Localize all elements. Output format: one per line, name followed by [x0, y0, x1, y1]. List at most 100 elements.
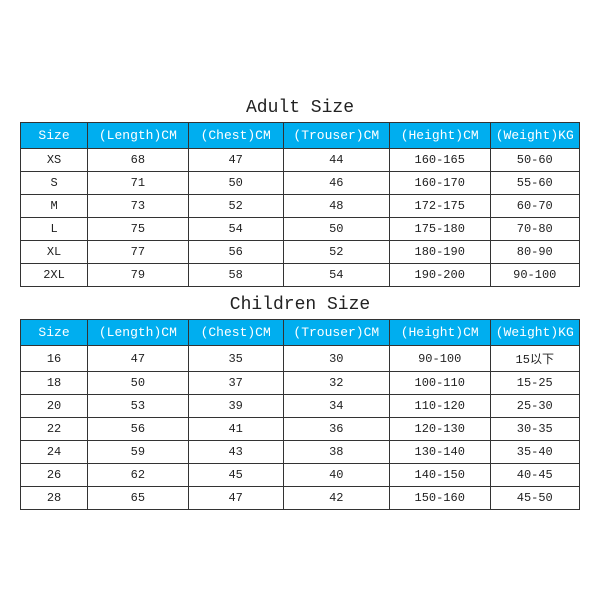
table-cell: 54: [188, 218, 283, 241]
table-cell: 60-70: [490, 195, 579, 218]
table-row: 20533934110-12025-30: [21, 395, 580, 418]
table-cell: 30-35: [490, 418, 579, 441]
table-cell: 22: [21, 418, 88, 441]
col-header-chest: (Chest)CM: [188, 123, 283, 149]
table-cell: 47: [188, 149, 283, 172]
table-cell: 73: [88, 195, 189, 218]
table-cell: 190-200: [389, 264, 490, 287]
children-size-table: Size (Length)CM (Chest)CM (Trouser)CM (H…: [20, 319, 580, 510]
table-cell: 160-165: [389, 149, 490, 172]
table-cell: 41: [188, 418, 283, 441]
table-cell: 45: [188, 464, 283, 487]
table-row: S715046160-17055-60: [21, 172, 580, 195]
table-cell: 38: [283, 441, 389, 464]
table-cell: 47: [88, 346, 189, 372]
col-header-size: Size: [21, 123, 88, 149]
table-row: 26624540140-15040-45: [21, 464, 580, 487]
table-cell: 26: [21, 464, 88, 487]
table-cell: 79: [88, 264, 189, 287]
table-cell: 65: [88, 487, 189, 510]
table-cell: 68: [88, 149, 189, 172]
table-header-row: Size (Length)CM (Chest)CM (Trouser)CM (H…: [21, 320, 580, 346]
table-cell: 52: [283, 241, 389, 264]
table-cell: 90-100: [389, 346, 490, 372]
table-cell: 43: [188, 441, 283, 464]
col-header-chest: (Chest)CM: [188, 320, 283, 346]
table-cell: 70-80: [490, 218, 579, 241]
table-row: L755450175-18070-80: [21, 218, 580, 241]
table-cell: 55-60: [490, 172, 579, 195]
table-cell: 50-60: [490, 149, 579, 172]
col-header-weight: (Weight)KG: [490, 123, 579, 149]
table-cell: 45-50: [490, 487, 579, 510]
table-cell: 39: [188, 395, 283, 418]
table-row: 1647353090-10015以下: [21, 346, 580, 372]
table-cell: 18: [21, 372, 88, 395]
table-cell: 24: [21, 441, 88, 464]
table-cell: 80-90: [490, 241, 579, 264]
table-cell: 150-160: [389, 487, 490, 510]
children-section-title: Children Size: [20, 287, 580, 319]
col-header-size: Size: [21, 320, 88, 346]
table-cell: 172-175: [389, 195, 490, 218]
table-cell: 75: [88, 218, 189, 241]
table-cell: 37: [188, 372, 283, 395]
table-cell: 50: [188, 172, 283, 195]
table-row: 22564136120-13030-35: [21, 418, 580, 441]
table-cell: 28: [21, 487, 88, 510]
table-cell: 56: [88, 418, 189, 441]
table-cell: 175-180: [389, 218, 490, 241]
table-row: 24594338130-14035-40: [21, 441, 580, 464]
table-cell: 52: [188, 195, 283, 218]
table-row: 28654742150-16045-50: [21, 487, 580, 510]
table-cell: 46: [283, 172, 389, 195]
table-cell: 71: [88, 172, 189, 195]
col-header-trouser: (Trouser)CM: [283, 123, 389, 149]
table-cell: 160-170: [389, 172, 490, 195]
size-chart-container: Adult Size Size (Length)CM (Chest)CM (Tr…: [20, 90, 580, 510]
table-cell: 35-40: [490, 441, 579, 464]
table-cell: 62: [88, 464, 189, 487]
table-cell: 20: [21, 395, 88, 418]
table-cell: 77: [88, 241, 189, 264]
table-cell: 30: [283, 346, 389, 372]
table-cell: 140-150: [389, 464, 490, 487]
table-cell: 40: [283, 464, 389, 487]
adult-section-title: Adult Size: [20, 90, 580, 122]
table-cell: 56: [188, 241, 283, 264]
col-header-trouser: (Trouser)CM: [283, 320, 389, 346]
col-header-length: (Length)CM: [88, 320, 189, 346]
table-row: 2XL795854190-20090-100: [21, 264, 580, 287]
table-cell: 40-45: [490, 464, 579, 487]
table-cell: 35: [188, 346, 283, 372]
col-header-height: (Height)CM: [389, 320, 490, 346]
table-cell: 58: [188, 264, 283, 287]
table-cell: 120-130: [389, 418, 490, 441]
table-cell: 54: [283, 264, 389, 287]
table-cell: 50: [283, 218, 389, 241]
table-cell: 50: [88, 372, 189, 395]
table-cell: 15以下: [490, 346, 579, 372]
table-cell: 2XL: [21, 264, 88, 287]
table-cell: XS: [21, 149, 88, 172]
table-cell: XL: [21, 241, 88, 264]
table-cell: 32: [283, 372, 389, 395]
table-row: 18503732100-11015-25: [21, 372, 580, 395]
col-header-length: (Length)CM: [88, 123, 189, 149]
table-cell: 42: [283, 487, 389, 510]
table-cell: S: [21, 172, 88, 195]
table-cell: 110-120: [389, 395, 490, 418]
table-cell: 15-25: [490, 372, 579, 395]
table-cell: M: [21, 195, 88, 218]
table-row: XS684744160-16550-60: [21, 149, 580, 172]
table-cell: 130-140: [389, 441, 490, 464]
table-cell: 100-110: [389, 372, 490, 395]
table-cell: 59: [88, 441, 189, 464]
adult-size-table: Size (Length)CM (Chest)CM (Trouser)CM (H…: [20, 122, 580, 287]
table-cell: 25-30: [490, 395, 579, 418]
table-cell: 48: [283, 195, 389, 218]
table-cell: 47: [188, 487, 283, 510]
table-row: M735248172-17560-70: [21, 195, 580, 218]
table-cell: 36: [283, 418, 389, 441]
table-cell: 44: [283, 149, 389, 172]
